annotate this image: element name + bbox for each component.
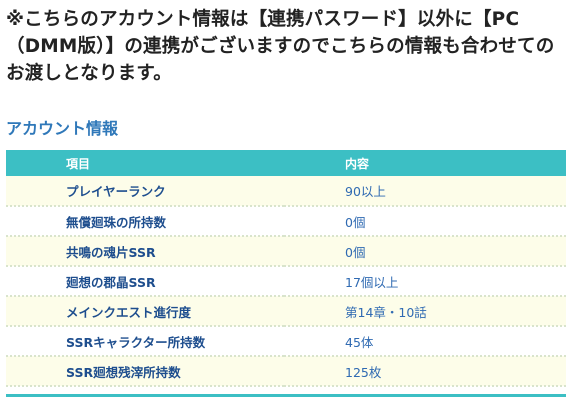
row-item-value: 第14章・10話 <box>284 296 566 327</box>
section-title: アカウント情報 <box>6 119 119 138</box>
account-info-table: 項目 内容 プレイヤーランク 90以上 無償廻珠の所持数 0個 共鳴の魂片SSR… <box>6 150 566 387</box>
row-item-value: 0個 <box>284 236 566 267</box>
row-item-value: 125枚 <box>284 356 566 387</box>
table-row: メインクエスト進行度 第14章・10話 <box>6 296 566 327</box>
row-item-value: 17個以上 <box>284 266 566 297</box>
row-item-label: 廻想の郡晶SSR <box>6 266 284 297</box>
header-item: 項目 <box>6 150 284 176</box>
table-row: SSR廻想残滓所持数 125枚 <box>6 356 566 387</box>
header-value: 内容 <box>284 150 566 176</box>
table-header-row: 項目 内容 <box>6 150 566 176</box>
row-item-label: 無償廻珠の所持数 <box>6 206 284 237</box>
table-row: 無償廻珠の所持数 0個 <box>6 206 566 237</box>
row-item-label: 共鳴の魂片SSR <box>6 236 284 267</box>
row-item-label: SSRキャラクター所持数 <box>6 326 284 357</box>
row-item-label: メインクエスト進行度 <box>6 296 284 327</box>
notice-text: ※こちらのアカウント情報は【連携パスワード】以外に【PC（DMM版）】の連携がご… <box>6 9 555 84</box>
table-row: プレイヤーランク 90以上 <box>6 176 566 207</box>
table-bottom-border <box>6 394 566 397</box>
row-item-value: 0個 <box>284 206 566 237</box>
row-item-value: 45体 <box>284 326 566 357</box>
row-item-label: プレイヤーランク <box>6 176 284 207</box>
table-row: 共鳴の魂片SSR 0個 <box>6 236 566 267</box>
table-row: 廻想の郡晶SSR 17個以上 <box>6 266 566 297</box>
row-item-label: SSR廻想残滓所持数 <box>6 356 284 387</box>
row-item-value: 90以上 <box>284 176 566 207</box>
table-row: SSRキャラクター所持数 45体 <box>6 326 566 357</box>
